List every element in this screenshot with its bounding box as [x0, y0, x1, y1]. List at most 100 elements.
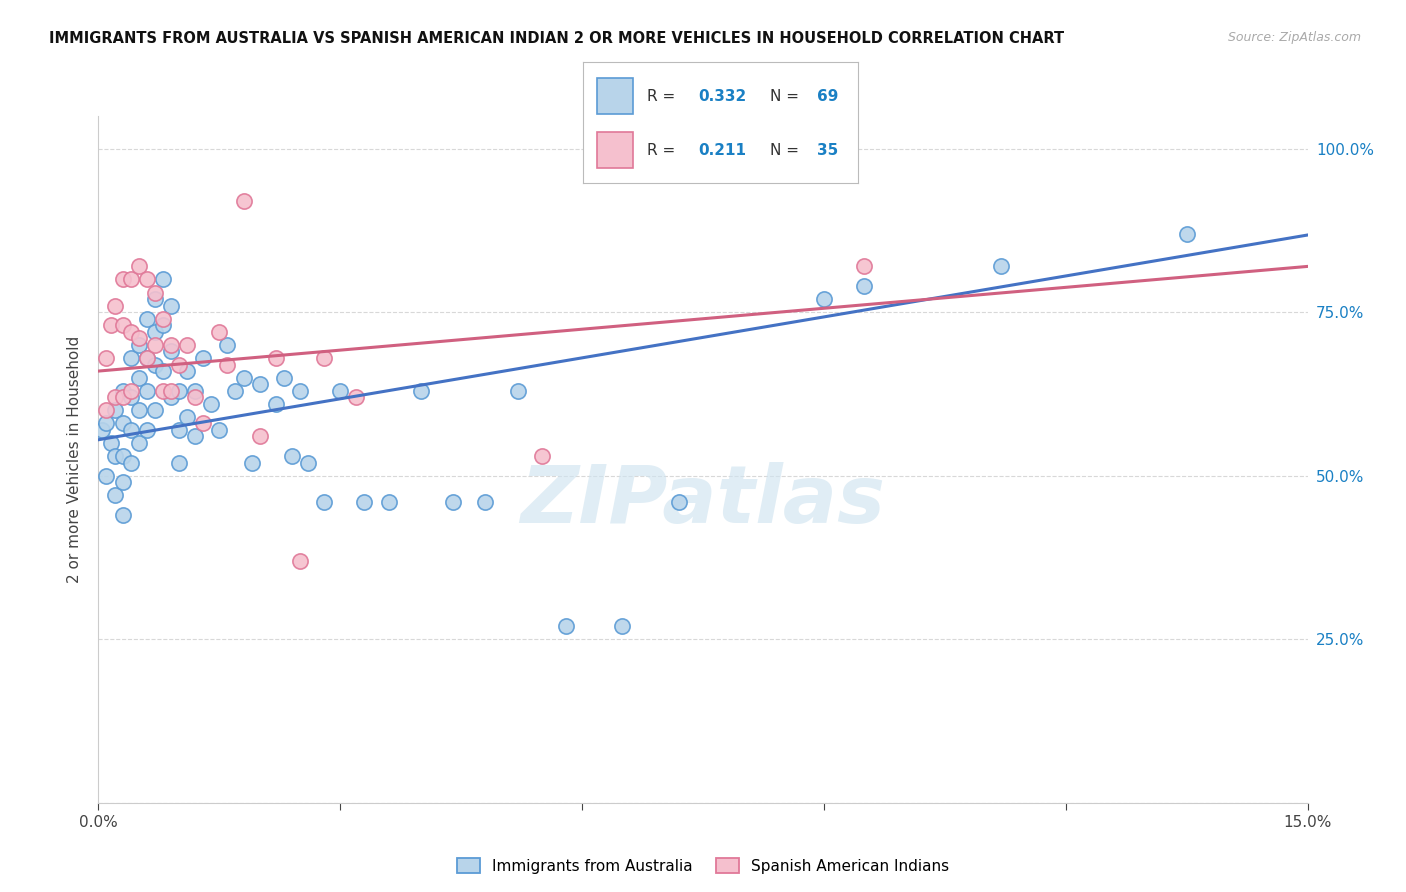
Y-axis label: 2 or more Vehicles in Household: 2 or more Vehicles in Household — [67, 335, 83, 583]
Point — [152, 272, 174, 286]
Text: R =: R = — [647, 143, 685, 158]
Point — [143, 285, 166, 300]
Point — [143, 292, 166, 306]
Point — [96, 403, 118, 417]
Text: 0.332: 0.332 — [699, 88, 747, 103]
Point — [264, 397, 287, 411]
Point — [193, 417, 215, 431]
Point — [1175, 227, 1198, 241]
Point — [103, 299, 125, 313]
Point — [167, 358, 190, 372]
Point — [224, 384, 246, 398]
Point — [474, 495, 496, 509]
Point — [232, 370, 254, 384]
Legend: Immigrants from Australia, Spanish American Indians: Immigrants from Australia, Spanish Ameri… — [451, 852, 955, 880]
Point — [555, 619, 578, 633]
Point — [160, 299, 183, 313]
Point — [232, 194, 254, 208]
Text: IMMIGRANTS FROM AUSTRALIA VS SPANISH AMERICAN INDIAN 2 OR MORE VEHICLES IN HOUSE: IMMIGRANTS FROM AUSTRALIA VS SPANISH AME… — [49, 31, 1064, 46]
Point — [217, 358, 239, 372]
Point — [111, 449, 134, 463]
Bar — [598, 132, 633, 169]
Point — [853, 279, 876, 293]
Point — [152, 318, 174, 333]
Point — [111, 390, 134, 404]
Point — [506, 384, 529, 398]
Point — [143, 403, 166, 417]
Point — [120, 423, 142, 437]
Point — [135, 384, 157, 398]
Text: ZIPatlas: ZIPatlas — [520, 461, 886, 540]
Point — [103, 390, 125, 404]
Point — [353, 495, 375, 509]
Point — [176, 338, 198, 352]
Point — [152, 311, 174, 326]
Point — [143, 358, 166, 372]
Point — [128, 403, 150, 417]
Point — [853, 260, 876, 274]
Point — [143, 338, 166, 352]
Point — [612, 619, 634, 633]
Point — [152, 364, 174, 378]
Point — [167, 423, 190, 437]
Point — [377, 495, 399, 509]
Point — [184, 390, 207, 404]
Point — [135, 351, 157, 365]
Point — [96, 417, 118, 431]
Point — [100, 318, 122, 333]
Point — [143, 325, 166, 339]
Point — [314, 351, 336, 365]
Text: Source: ZipAtlas.com: Source: ZipAtlas.com — [1227, 31, 1361, 45]
Point — [176, 364, 198, 378]
Point — [273, 370, 295, 384]
Point — [329, 384, 352, 398]
Point — [297, 456, 319, 470]
Point — [120, 325, 142, 339]
Point — [120, 456, 142, 470]
Point — [111, 417, 134, 431]
Point — [135, 351, 157, 365]
Point — [111, 475, 134, 490]
Point — [288, 384, 311, 398]
Point — [152, 384, 174, 398]
Point — [111, 508, 134, 522]
Point — [240, 456, 263, 470]
Point — [167, 384, 190, 398]
Point — [135, 272, 157, 286]
Point — [200, 397, 222, 411]
Point — [103, 449, 125, 463]
Point — [128, 370, 150, 384]
Point — [96, 468, 118, 483]
Point — [160, 390, 183, 404]
Point — [135, 423, 157, 437]
Point — [128, 436, 150, 450]
Point — [103, 488, 125, 502]
Point — [160, 384, 183, 398]
Point — [160, 344, 183, 359]
Point — [128, 331, 150, 345]
Point — [344, 390, 367, 404]
Point — [167, 456, 190, 470]
Point — [111, 384, 134, 398]
Point — [184, 384, 207, 398]
Text: R =: R = — [647, 88, 679, 103]
Point — [176, 409, 198, 424]
Point — [128, 260, 150, 274]
Point — [249, 429, 271, 443]
Point — [135, 311, 157, 326]
Point — [990, 260, 1012, 274]
Point — [96, 351, 118, 365]
Text: 69: 69 — [817, 88, 838, 103]
Point — [111, 272, 134, 286]
Text: N =: N = — [770, 88, 804, 103]
Point — [103, 403, 125, 417]
Point — [441, 495, 464, 509]
Point — [193, 351, 215, 365]
Point — [314, 495, 336, 509]
Point — [530, 449, 553, 463]
Point — [91, 423, 114, 437]
Point — [249, 377, 271, 392]
Point — [288, 554, 311, 568]
Point — [208, 325, 231, 339]
Point — [184, 429, 207, 443]
